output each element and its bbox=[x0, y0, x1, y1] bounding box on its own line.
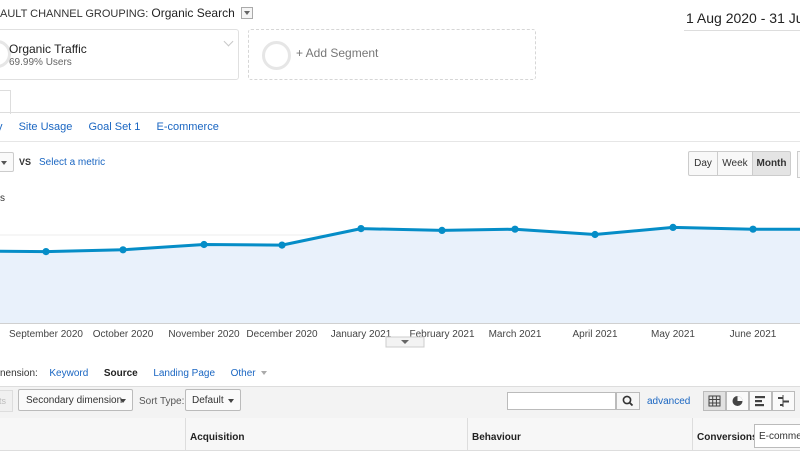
dimension-landing-page[interactable]: Landing Page bbox=[153, 368, 216, 379]
x-tick-label: March 2021 bbox=[489, 329, 542, 340]
bar-view-icon bbox=[755, 396, 765, 407]
grid-view-icon bbox=[708, 395, 721, 407]
series-line bbox=[0, 225, 800, 254]
sort-type-dropdown[interactable]: Default bbox=[185, 389, 241, 411]
advanced-filter-link[interactable]: advanced bbox=[647, 396, 691, 407]
sort-type-label: Sort Type: bbox=[139, 396, 185, 407]
x-tick-label: May 2021 bbox=[651, 329, 695, 340]
column-separator bbox=[185, 418, 186, 450]
tab-explorer[interactable] bbox=[0, 90, 11, 114]
empty-segment-icon bbox=[262, 41, 291, 70]
chevron-down-icon bbox=[228, 399, 234, 403]
comparison-view-icon bbox=[778, 395, 789, 407]
comparison-view-button[interactable] bbox=[772, 391, 795, 411]
subtab-summary[interactable]: y bbox=[0, 121, 3, 133]
add-segment-label: + Add Segment bbox=[296, 46, 379, 60]
x-tick-label: December 2020 bbox=[246, 329, 318, 340]
data-point bbox=[357, 225, 365, 233]
x-tick-label: September 2020 bbox=[9, 329, 83, 340]
pie-view-icon bbox=[732, 396, 743, 406]
segment-organic-traffic[interactable]: Organic Traffic 69.99% Users bbox=[0, 29, 239, 80]
primary-dimension-label: nension: bbox=[0, 368, 38, 379]
subtab-e-commerce[interactable]: E-commerce bbox=[156, 121, 219, 133]
data-point bbox=[749, 225, 757, 233]
channel-grouping: AULT CHANNEL GROUPING: Organic Search bbox=[0, 6, 253, 20]
acquisition-header: Acquisition bbox=[190, 432, 245, 443]
search-button[interactable] bbox=[616, 392, 640, 410]
data-point bbox=[42, 248, 50, 256]
data-point bbox=[278, 241, 286, 249]
grouping-value: Organic Search bbox=[151, 6, 235, 20]
add-segment-button[interactable]: + Add Segment bbox=[248, 29, 536, 80]
plot-rows-button[interactable]: ts bbox=[0, 390, 13, 412]
segment-name: Organic Traffic bbox=[9, 42, 87, 56]
primary-dimension-row: nension: Keyword Source Landing Page Oth… bbox=[0, 368, 268, 379]
chevron-down-icon bbox=[401, 340, 409, 344]
series-label: s bbox=[0, 193, 5, 204]
vs-label: VS bbox=[19, 157, 32, 167]
table-search-input[interactable] bbox=[507, 392, 616, 410]
behaviour-header: Behaviour bbox=[472, 432, 521, 443]
grouping-label: AULT CHANNEL GROUPING: bbox=[0, 8, 149, 20]
explorer-subtabs: y Site Usage Goal Set 1 E-commerce bbox=[0, 121, 232, 133]
data-point bbox=[591, 230, 599, 239]
metric-dropdown[interactable] bbox=[0, 152, 14, 172]
dimension-other[interactable]: Other bbox=[230, 368, 256, 379]
chevron-down-icon[interactable] bbox=[223, 36, 234, 47]
traffic-line-chart: September 2020 October 2020 November 2020 D… bbox=[0, 223, 800, 348]
conversions-goal-select[interactable]: E-commerce bbox=[754, 424, 800, 448]
period-month-button[interactable]: Month bbox=[752, 151, 791, 176]
series-area bbox=[0, 227, 800, 323]
chevron-down-icon bbox=[261, 371, 268, 376]
data-point bbox=[669, 223, 677, 231]
date-range-underline bbox=[684, 30, 800, 31]
date-range-picker[interactable]: 1 Aug 2020 - 31 Jul bbox=[686, 10, 800, 26]
dimension-source[interactable]: Source bbox=[103, 368, 138, 379]
x-tick-label: October 2020 bbox=[93, 329, 154, 340]
conversions-header: Conversions bbox=[697, 432, 758, 443]
segment-percentage: 69.99% Users bbox=[9, 57, 72, 68]
select-metric-link[interactable]: Select a metric bbox=[39, 157, 106, 168]
tab-divider bbox=[0, 112, 800, 113]
sort-type-value: Default bbox=[192, 395, 224, 406]
secondary-dimension-dropdown[interactable]: Secondary dimension bbox=[18, 389, 133, 411]
data-point bbox=[200, 240, 208, 249]
period-day-button[interactable]: Day bbox=[688, 151, 718, 176]
grouping-dropdown-icon[interactable] bbox=[240, 7, 253, 20]
plot-rows-label: ts bbox=[0, 396, 7, 406]
secondary-dimension-label: Secondary dimension bbox=[26, 395, 123, 406]
data-point bbox=[119, 246, 127, 254]
chevron-down-icon bbox=[120, 399, 126, 403]
table-header bbox=[0, 418, 800, 451]
column-separator bbox=[467, 418, 468, 450]
section-divider bbox=[0, 141, 800, 142]
x-tick-label: November 2020 bbox=[168, 329, 240, 340]
pie-view-button[interactable] bbox=[726, 391, 749, 411]
x-tick-label: April 2021 bbox=[572, 329, 617, 340]
grid-view-button[interactable] bbox=[703, 391, 726, 411]
period-week-button[interactable]: Week bbox=[717, 151, 753, 176]
bar-view-button[interactable] bbox=[749, 391, 772, 411]
search-icon bbox=[622, 395, 634, 407]
x-tick-label: June 2021 bbox=[730, 329, 777, 340]
x-tick-label: February 2021 bbox=[409, 329, 474, 340]
x-tick-label: January 2021 bbox=[331, 329, 392, 340]
subtab-site-usage[interactable]: Site Usage bbox=[18, 121, 73, 133]
data-point bbox=[438, 226, 446, 234]
dimension-keyword[interactable]: Keyword bbox=[49, 368, 89, 379]
data-point bbox=[511, 225, 519, 233]
chart-type-button[interactable] bbox=[797, 151, 800, 178]
column-separator bbox=[692, 418, 693, 450]
subtab-goal-set-1[interactable]: Goal Set 1 bbox=[88, 121, 141, 133]
